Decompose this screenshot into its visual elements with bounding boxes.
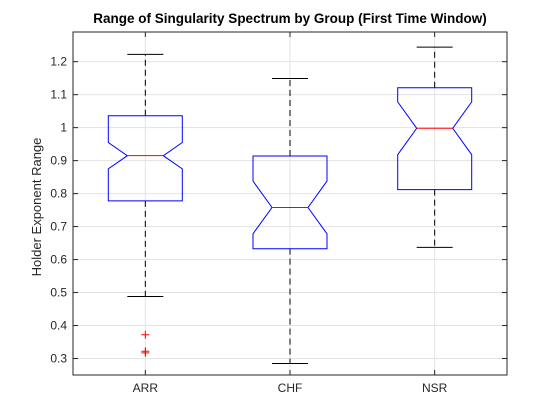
plot-area-frame: [72, 31, 508, 376]
y-tick-label: 1.1: [50, 88, 67, 102]
outlier-point: [141, 348, 150, 357]
chart-title: Range of Singularity Spectrum by Group (…: [93, 11, 486, 26]
y-axis-label: Holder Exponent Range: [29, 138, 44, 277]
y-tick-label: 0.8: [50, 187, 67, 201]
notched-box: [252, 155, 328, 250]
tick-labels: 0.3 0.4 0.5 0.6 0.7 0.8 0.9 1 1.1 1.2 ARR CHF NSR: [50, 55, 447, 395]
notched-box: [107, 115, 183, 202]
outlier-point: [141, 330, 150, 339]
box-plot-layer: [107, 46, 473, 364]
box-nsr: [397, 46, 473, 248]
y-tick-label: 1.2: [50, 55, 67, 69]
notched-box: [397, 87, 473, 191]
x-tick-label-arr: ARR: [133, 381, 159, 395]
y-tick-label: 0.5: [50, 286, 67, 300]
box-chf: [252, 78, 328, 364]
y-tick-label: 0.3: [50, 352, 67, 366]
y-tick-label: 1: [60, 121, 67, 135]
y-tick-label: 0.4: [50, 319, 67, 333]
axes: [72, 31, 508, 376]
y-tick-label: 0.7: [50, 220, 67, 234]
y-tick-label: 0.9: [50, 154, 67, 168]
box-arr: [107, 53, 183, 357]
x-tick-label-chf: CHF: [278, 381, 303, 395]
y-tick-label: 0.6: [50, 253, 67, 267]
x-tick-label-nsr: NSR: [422, 381, 448, 395]
